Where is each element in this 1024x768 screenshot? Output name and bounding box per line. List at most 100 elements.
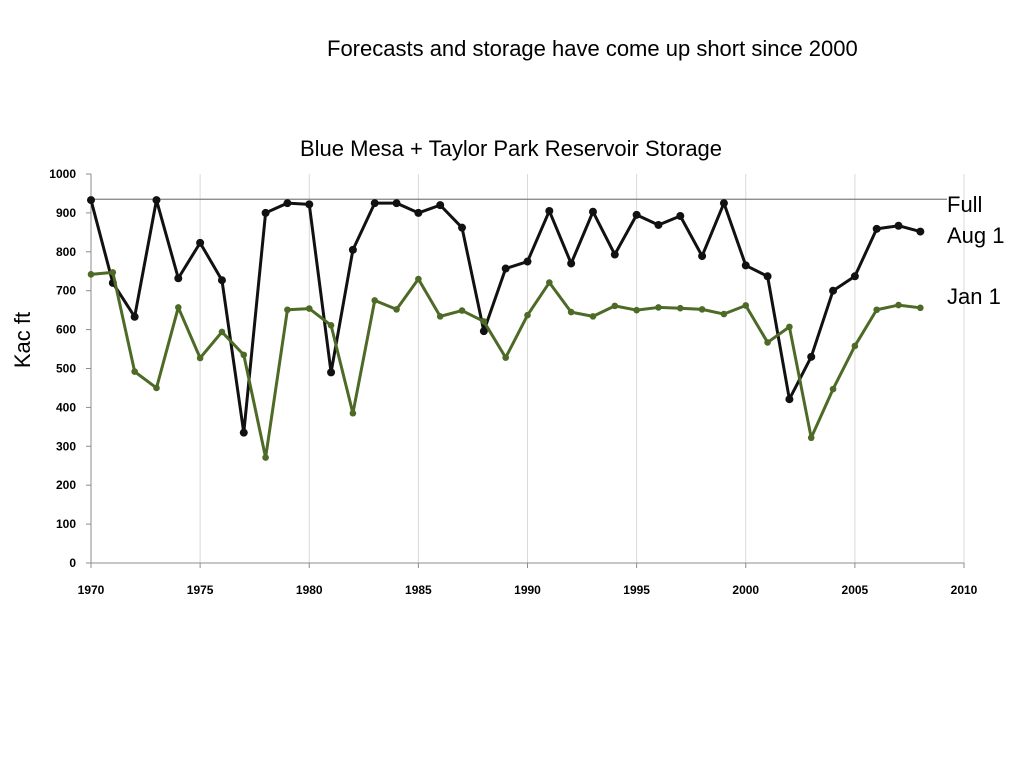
data-point bbox=[589, 313, 597, 320]
x-tick-label: 2010 bbox=[951, 583, 978, 597]
x-tick-label: 1995 bbox=[623, 583, 650, 597]
data-point bbox=[546, 279, 553, 286]
data-point bbox=[436, 313, 444, 320]
data-point bbox=[741, 261, 750, 270]
y-tick-label: 900 bbox=[56, 206, 76, 220]
data-point bbox=[131, 368, 138, 375]
data-point bbox=[786, 323, 793, 331]
data-point bbox=[829, 385, 837, 393]
data-point bbox=[305, 305, 313, 312]
x-tick-labels: 1970 1975 1980 1985 1990 1995 2000 2005 2010 bbox=[78, 563, 978, 597]
data-point bbox=[349, 409, 357, 417]
data-point bbox=[239, 428, 248, 437]
data-point bbox=[175, 304, 182, 311]
data-point bbox=[698, 306, 706, 313]
y-axis-label: Kac ft bbox=[10, 312, 35, 368]
data-point bbox=[174, 274, 183, 283]
data-point bbox=[87, 271, 95, 278]
data-point bbox=[262, 454, 269, 461]
series-line bbox=[89, 198, 921, 435]
data-point bbox=[698, 252, 707, 261]
data-point bbox=[436, 201, 445, 210]
data-point bbox=[458, 223, 467, 232]
data-point bbox=[370, 199, 379, 208]
annotation-aug1: Aug 1 bbox=[947, 223, 1005, 248]
data-point bbox=[764, 339, 771, 346]
data-point bbox=[392, 199, 401, 208]
data-point bbox=[676, 212, 685, 221]
series-group bbox=[87, 196, 925, 461]
x-tick-label: 2005 bbox=[842, 583, 869, 597]
y-tick-label: 700 bbox=[56, 284, 76, 298]
slide-title: Forecasts and storage have come up short… bbox=[327, 36, 858, 61]
y-tick-label: 300 bbox=[56, 439, 76, 453]
y-tick-label: 400 bbox=[56, 400, 76, 414]
data-point bbox=[654, 220, 663, 229]
data-point bbox=[393, 306, 400, 313]
data-point bbox=[632, 210, 641, 219]
series-jan1 bbox=[87, 269, 924, 461]
data-point bbox=[218, 328, 226, 336]
x-tick-label: 1980 bbox=[296, 583, 323, 597]
x-tick-label: 1975 bbox=[187, 583, 214, 597]
data-point bbox=[240, 351, 248, 359]
data-point bbox=[719, 199, 728, 208]
data-point bbox=[305, 200, 314, 209]
data-point bbox=[153, 384, 160, 392]
data-point bbox=[610, 250, 619, 259]
y-tick-label: 200 bbox=[56, 478, 76, 492]
data-point bbox=[196, 238, 205, 247]
data-point bbox=[327, 322, 335, 329]
data-point bbox=[109, 269, 117, 276]
data-point bbox=[633, 306, 640, 314]
data-point bbox=[829, 286, 838, 295]
data-point bbox=[545, 206, 554, 215]
y-tick-labels: 0 100 200 300 400 500 600 700 800 900 1000 bbox=[49, 167, 91, 570]
x-tick-label: 1985 bbox=[405, 583, 432, 597]
data-point bbox=[807, 352, 816, 361]
data-point bbox=[894, 221, 903, 230]
x-tick-label: 1970 bbox=[78, 583, 105, 597]
y-tick-label: 600 bbox=[56, 323, 76, 337]
data-point bbox=[524, 311, 531, 319]
data-point bbox=[567, 308, 575, 316]
x-tick-label: 1990 bbox=[514, 583, 541, 597]
data-point bbox=[611, 302, 619, 310]
data-point bbox=[458, 307, 466, 314]
annotation-full: Full bbox=[947, 192, 982, 217]
data-point bbox=[588, 207, 597, 216]
data-point bbox=[284, 306, 291, 314]
data-point bbox=[873, 306, 880, 314]
data-point bbox=[742, 302, 750, 309]
annotation-jan1: Jan 1 bbox=[947, 284, 1001, 309]
data-point bbox=[523, 257, 532, 266]
data-point bbox=[850, 272, 859, 281]
data-point bbox=[414, 208, 423, 217]
data-point bbox=[763, 272, 772, 281]
series-line bbox=[90, 270, 921, 460]
data-point bbox=[720, 310, 728, 318]
data-point bbox=[327, 368, 336, 377]
data-point bbox=[501, 264, 510, 273]
data-point bbox=[502, 354, 509, 361]
x-tick-label: 2000 bbox=[732, 583, 759, 597]
grid-lines bbox=[199, 174, 965, 563]
data-point bbox=[261, 208, 270, 217]
y-tick-label: 100 bbox=[56, 517, 76, 531]
data-point bbox=[895, 301, 902, 309]
data-point bbox=[415, 275, 422, 283]
data-point bbox=[479, 327, 488, 336]
data-point bbox=[87, 196, 95, 205]
y-tick-label: 0 bbox=[69, 556, 76, 570]
data-point bbox=[283, 199, 292, 208]
data-point bbox=[655, 304, 662, 311]
data-point bbox=[196, 354, 204, 362]
data-point bbox=[348, 245, 357, 254]
data-point bbox=[916, 227, 925, 236]
data-point bbox=[152, 196, 161, 205]
series-aug1 bbox=[87, 196, 925, 437]
data-point bbox=[217, 276, 226, 285]
data-point bbox=[785, 395, 794, 404]
data-point bbox=[130, 312, 139, 321]
